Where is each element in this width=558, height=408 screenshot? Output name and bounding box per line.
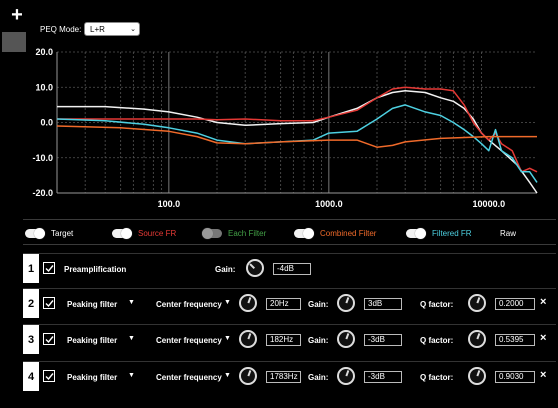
gain-knob[interactable] bbox=[337, 294, 355, 312]
frequency-knob[interactable] bbox=[239, 294, 257, 312]
remove-filter-icon[interactable]: × bbox=[540, 332, 547, 344]
preamp-row: 1 Preamplification Gain: -4dB bbox=[23, 253, 556, 283]
q-factor-knob[interactable] bbox=[468, 367, 486, 385]
divider bbox=[23, 219, 556, 220]
legend-label: Target bbox=[51, 229, 74, 238]
filter-type-select[interactable]: Peaking filter bbox=[67, 300, 118, 309]
series-line-combined-filter bbox=[56, 125, 537, 148]
gain-knob[interactable] bbox=[337, 330, 355, 348]
caret-down-icon: ▼ bbox=[224, 372, 231, 379]
x-tick-label: 10000.0 bbox=[473, 199, 506, 209]
series-line-filtered-fr bbox=[56, 104, 538, 183]
legend-label: Filtered FR bbox=[432, 229, 472, 238]
q-factor-input[interactable]: 0.2000 bbox=[495, 298, 535, 310]
preamp-label: Preamplification bbox=[64, 265, 127, 274]
legend-label: Source FR bbox=[138, 229, 177, 238]
caret-down-icon: ▼ bbox=[128, 372, 135, 379]
frequency-response-chart: 20.0 10.0 0.0 -10.0 -20.0 100.0 1000.0 10000.0 bbox=[32, 47, 538, 209]
filter-row: 2 Peaking filter ▼ Center frequency ▼ 20… bbox=[23, 288, 556, 318]
gain-input[interactable]: -3dB bbox=[364, 334, 402, 346]
series-line-source-fr bbox=[57, 86, 538, 173]
q-factor-input[interactable]: 0.9030 bbox=[495, 371, 535, 383]
gain-label: Gain: bbox=[308, 300, 329, 309]
side-panel-toggle[interactable] bbox=[2, 32, 26, 52]
gain-label: Gain: bbox=[308, 336, 329, 345]
x-tick-label: 1000.0 bbox=[315, 199, 343, 209]
legend-label: Combined Filter bbox=[320, 229, 377, 238]
legend-each-filter[interactable]: Each Filter bbox=[202, 228, 267, 239]
checkmark-icon bbox=[45, 300, 54, 308]
filter-enable-checkbox[interactable] bbox=[43, 297, 55, 309]
gain-input[interactable]: -4dB bbox=[273, 263, 311, 275]
frequency-input[interactable]: 1783Hz bbox=[266, 371, 301, 383]
remove-filter-icon[interactable]: × bbox=[540, 369, 547, 381]
legend-raw[interactable]: Raw bbox=[500, 229, 516, 238]
center-frequency-select[interactable]: Center frequency bbox=[156, 336, 222, 345]
remove-filter-icon[interactable]: × bbox=[540, 296, 547, 308]
q-factor-knob[interactable] bbox=[468, 294, 486, 312]
legend-combined-filter[interactable]: Combined Filter bbox=[294, 228, 377, 239]
filter-row: 3 Peaking filter ▼ Center frequency ▼ 18… bbox=[23, 324, 556, 354]
checkmark-icon bbox=[45, 373, 54, 381]
q-factor-label: Q factor: bbox=[420, 373, 454, 382]
y-tick-label: 0.0 bbox=[40, 118, 53, 128]
toggle-switch-icon bbox=[294, 228, 314, 239]
legend-label: Each Filter bbox=[228, 229, 267, 238]
row-index: 2 bbox=[23, 289, 39, 318]
legend-target[interactable]: Target bbox=[25, 228, 74, 239]
legend-source-fr[interactable]: Source FR bbox=[112, 228, 177, 239]
gain-input[interactable]: 3dB bbox=[364, 298, 402, 310]
row-index: 4 bbox=[23, 362, 39, 391]
x-tick-label: 100.0 bbox=[158, 199, 181, 209]
toggle-switch-icon bbox=[25, 228, 45, 239]
y-tick-label: 10.0 bbox=[35, 82, 53, 92]
checkmark-icon bbox=[45, 265, 54, 273]
peq-mode-value: L+R bbox=[90, 25, 105, 34]
q-factor-input[interactable]: 0.5395 bbox=[495, 334, 535, 346]
frequency-input[interactable]: 20Hz bbox=[266, 298, 301, 310]
toggle-switch-icon bbox=[406, 228, 426, 239]
row-index: 3 bbox=[23, 325, 39, 354]
q-factor-label: Q factor: bbox=[420, 300, 454, 309]
caret-down-icon: ▼ bbox=[128, 335, 135, 342]
filter-row: 4 Peaking filter ▼ Center frequency ▼ 17… bbox=[23, 361, 556, 391]
center-frequency-select[interactable]: Center frequency bbox=[156, 373, 222, 382]
q-factor-label: Q factor: bbox=[420, 336, 454, 345]
frequency-input[interactable]: 182Hz bbox=[266, 334, 301, 346]
center-frequency-select[interactable]: Center frequency bbox=[156, 300, 222, 309]
gain-knob[interactable] bbox=[246, 259, 264, 277]
filter-type-select[interactable]: Peaking filter bbox=[67, 336, 118, 345]
filter-enable-checkbox[interactable] bbox=[43, 333, 55, 345]
toggle-switch-icon bbox=[202, 228, 222, 239]
y-tick-label: -20.0 bbox=[32, 188, 53, 198]
chevron-down-icon: ⌄ bbox=[130, 26, 136, 33]
y-tick-label: 20.0 bbox=[35, 47, 53, 57]
peq-mode-select[interactable]: L+R ⌄ bbox=[84, 22, 140, 36]
divider bbox=[23, 244, 556, 245]
legend-filtered-fr[interactable]: Filtered FR bbox=[406, 228, 472, 239]
q-factor-knob[interactable] bbox=[468, 330, 486, 348]
filter-type-select[interactable]: Peaking filter bbox=[67, 373, 118, 382]
gain-input[interactable]: -3dB bbox=[364, 371, 402, 383]
add-button[interactable]: + bbox=[11, 4, 23, 26]
peq-mode-label: PEQ Mode: bbox=[40, 25, 82, 34]
row-index: 1 bbox=[23, 254, 39, 283]
frequency-knob[interactable] bbox=[239, 330, 257, 348]
frequency-knob[interactable] bbox=[239, 367, 257, 385]
caret-down-icon: ▼ bbox=[224, 299, 231, 306]
y-tick-label: -10.0 bbox=[32, 153, 53, 163]
toggle-switch-icon bbox=[112, 228, 132, 239]
gain-label: Gain: bbox=[308, 373, 329, 382]
preamp-enable-checkbox[interactable] bbox=[43, 262, 55, 274]
checkmark-icon bbox=[45, 336, 54, 344]
caret-down-icon: ▼ bbox=[224, 335, 231, 342]
caret-down-icon: ▼ bbox=[128, 299, 135, 306]
gain-label: Gain: bbox=[215, 265, 236, 274]
gain-knob[interactable] bbox=[337, 367, 355, 385]
filter-enable-checkbox[interactable] bbox=[43, 370, 55, 382]
legend-label: Raw bbox=[500, 229, 517, 238]
